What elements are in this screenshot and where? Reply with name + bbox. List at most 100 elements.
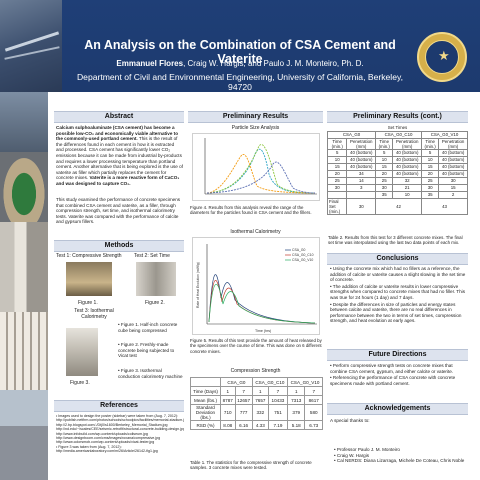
test1-label: Test 1: Compressive Strength [56, 253, 122, 259]
other-authors: , Craig W. Hargis, and Paulo J. M. Monte… [183, 59, 364, 68]
table-cell: 25 [326, 176, 348, 185]
test2-label: Test 2: Set Time [134, 253, 170, 259]
bullet-item: • Perform compressive strength tests on … [330, 363, 468, 374]
table-cell: 20 [375, 169, 394, 178]
particle-size-title: Particle Size Analysis [231, 125, 280, 131]
future-list: • Perform compressive strength tests on … [330, 363, 468, 387]
methods-bullet-3-text: Figure 3. Isothermal conduction calorime… [118, 368, 183, 379]
abstract-heading: Abstract [54, 111, 184, 123]
table-header-row: CSA_G0 CSA_G0_C10 CSA_G0_V10 [326, 130, 468, 139]
chart-series-line [206, 161, 316, 194]
table-cell: 1 [220, 386, 236, 396]
methods-bullet-3: • Figure 3. Isothermal conduction calori… [118, 368, 183, 379]
calorimetry-chart: Rate of Heat Evolution (mW/g) Time (hrs) C… [192, 237, 320, 335]
table-cell: 15 [438, 183, 468, 192]
table-row-label: Mean (lbs.) [190, 395, 221, 405]
table-cell: 25 [421, 176, 440, 185]
figure4-caption: Figure 4. Results from this analysis rev… [190, 205, 312, 216]
table-row-label: Final Set (min.) [326, 197, 348, 215]
reference-line: http://www.colorsmob.com/wp-content/uplo… [56, 440, 155, 445]
table-cell: 7 [267, 386, 289, 396]
table-row: Standard Deviation (lbs.) 710 777 332 751 379… [190, 404, 323, 421]
figure2-label: Figure 2. [145, 300, 165, 306]
test3-label: Test 3: Isothermal Calorimetry [74, 308, 114, 320]
table-cell: 751 [267, 404, 289, 421]
table-cell: 34 [346, 169, 377, 178]
table-cell: 10 [326, 155, 348, 164]
table-cell [346, 190, 377, 199]
table-cell: 40 (bottom) [392, 155, 423, 164]
methods-heading: Methods [54, 240, 184, 252]
table-cell: 7313 [287, 395, 306, 405]
table-cell: 12657 [234, 395, 253, 405]
figure5-caption: Figure 5. Results of this test provide t… [190, 338, 322, 354]
methods-bullet-1: • Figure 1. Half-inch concrete cube bein… [118, 322, 178, 333]
lead-author: Emmanuel Flores [116, 59, 184, 68]
bullet-text: • Cal NERDS: Diana Lizarraga, Michele De… [334, 458, 465, 464]
table-row: 35 10 35 2 [326, 190, 468, 199]
table-row: 30 3 30 21 30 15 [326, 183, 468, 192]
table-column-header: CSA_G0_C10 [375, 130, 423, 139]
table-subheader-row: Time (min.) Penetration (mm) Time (min.) Pe… [326, 137, 468, 150]
methods-bullet-2: • Figure 2. Freshly-made concrete being … [118, 342, 175, 359]
reference-line: http://publish.netfirm.com/photos/school… [56, 418, 184, 423]
table-column-header: CSA_G0_V10 [421, 130, 468, 139]
university-seal-logo: ★ [417, 32, 467, 82]
table-title-row: Set Times [328, 124, 468, 131]
table-cell: 40 (bottom) [438, 155, 468, 164]
conclusions-list: • Using the concrete mix which had no fi… [330, 266, 468, 325]
bridge-photo [0, 0, 62, 92]
table-cell: 10 [421, 155, 440, 164]
table-cell: 32 [392, 176, 423, 185]
table-cell: 7 [304, 386, 323, 396]
department-line: Department of Civil and Environmental En… [76, 72, 404, 92]
table-row: 25 14 25 32 25 30 [326, 176, 468, 185]
table-subheader: Penetration (mm) [438, 137, 468, 150]
prelim-cont-heading: Preliminary Results (cont.) [327, 111, 468, 123]
table-cell: 20 [421, 169, 440, 178]
table-cell: 15 [326, 162, 348, 171]
table-cell: 30 [421, 183, 440, 192]
bullet-text: • Despite the differences in size of par… [330, 301, 462, 324]
table-cell: 20 [326, 169, 348, 178]
conclusions-heading: Conclusions [327, 253, 468, 265]
reference-line: http://2.bp.blogspot.com/-/Dtj0/s1600/Be… [56, 422, 168, 427]
legend-label: CSA_G0 [292, 248, 305, 252]
table-subheader: Time (min.) [421, 137, 440, 150]
table-cell: 35 [375, 190, 394, 199]
bullet-text: • Perform compressive strength tests on … [330, 363, 454, 374]
compression-test-photo [66, 262, 112, 296]
compression-title: Compression Strength [230, 368, 281, 374]
chart-series-line [206, 148, 316, 194]
table-cell: 6.73 [304, 420, 323, 430]
table-row: 10 40 (bottom) 10 40 (bottom) 10 40 (bottom) [326, 155, 468, 164]
table-subheader: Time (min.) [326, 137, 348, 150]
table-cell [326, 190, 348, 199]
acknowledgements-heading: Acknowledgements [327, 403, 468, 415]
table-cell: 10 [375, 155, 394, 164]
table-cell: 8.08 [220, 420, 236, 430]
table-cell: 40 (bottom) [438, 162, 468, 171]
table-column-header: CSA_G0 [326, 130, 377, 139]
table-row: Time (Days) 1 7 1 7 1 7 [190, 386, 323, 396]
legend-label: CSA_G0_C10 [292, 253, 314, 257]
table-cell: 5 [326, 148, 348, 157]
table-cell: 777 [234, 404, 253, 421]
bullet-item: • Referencing the performance of CSA con… [330, 375, 468, 386]
table2-caption: Table 2. Results from this test for 3 di… [328, 235, 463, 246]
table-row-label: Time (Days) [190, 386, 221, 396]
bullet-item: • The addition of calcite or vaterite re… [330, 284, 468, 301]
table-cell: 2 [438, 190, 468, 199]
bullet-text: • Craig W. Hargis [334, 452, 370, 458]
chart-series-line [208, 274, 316, 324]
table-cell: 10 [392, 190, 423, 199]
vicat-test-photo [136, 262, 176, 296]
abstract-bold-lead: Calcium sulphoaluminate (CSA cement) has… [56, 125, 179, 142]
table-row: 5 40 (bottom) 5 40 (bottom) 5 40 (bottom) [326, 148, 468, 157]
table-row-label: Standard Deviation (lbs.) [190, 404, 221, 421]
poster-authors: Emmanuel Flores, Craig W. Hargis, and Pa… [70, 59, 410, 68]
abstract-para-1: Calcium sulphoaluminate (CSA cement) has… [56, 125, 183, 187]
table-cell: 40 (bottom) [438, 169, 468, 178]
methods-bullet-2-text: Figure 2. Freshly-made concrete being su… [118, 342, 175, 359]
calorimetry-machine-photo [66, 328, 98, 376]
